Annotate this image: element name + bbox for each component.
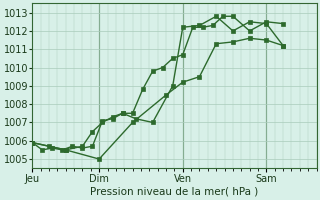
X-axis label: Pression niveau de la mer( hPa ): Pression niveau de la mer( hPa ) — [90, 187, 259, 197]
